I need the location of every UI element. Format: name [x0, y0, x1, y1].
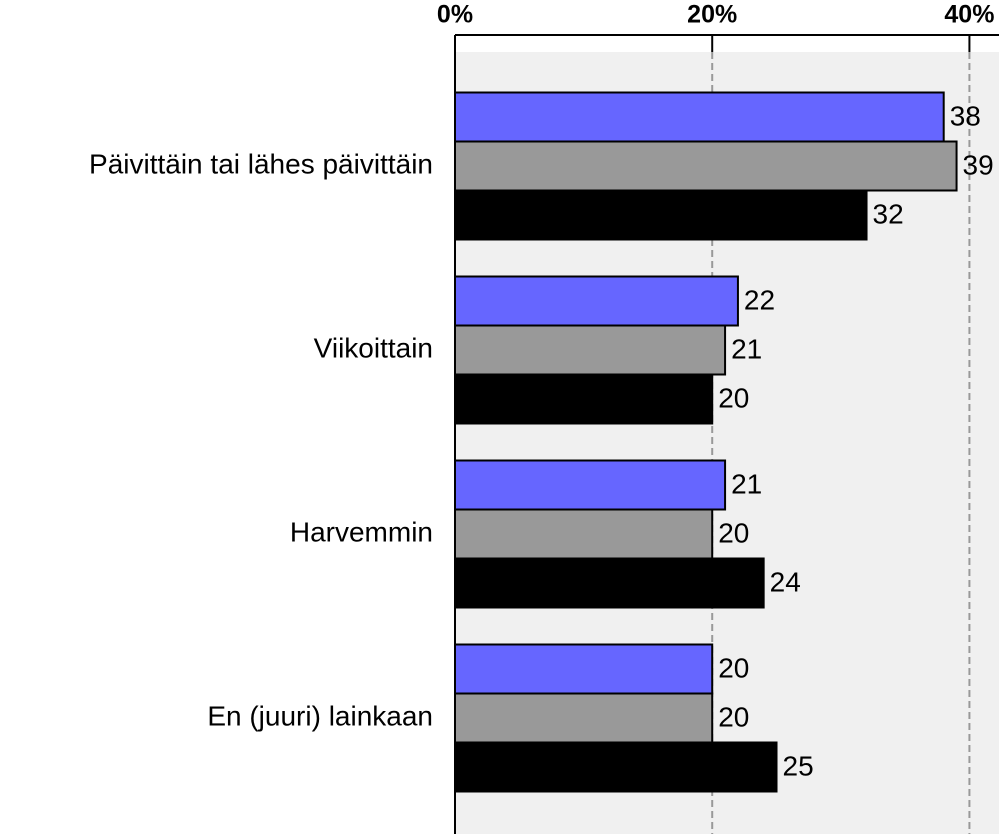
bar [454, 91, 945, 143]
value-label: 32 [873, 198, 904, 229]
bar [454, 275, 739, 327]
bar [454, 557, 765, 609]
value-label: 22 [744, 284, 775, 315]
value-label: 24 [770, 566, 801, 597]
category-label: Viikoittain [314, 332, 433, 363]
value-label: 20 [718, 652, 749, 683]
value-label: 21 [731, 468, 762, 499]
category-label: Päivittäin tai lähes päivittäin [89, 148, 433, 179]
value-label: 38 [950, 100, 981, 131]
value-label: 20 [718, 701, 749, 732]
bar [454, 189, 868, 241]
bar [454, 140, 958, 192]
x-tick-label: 20% [687, 1, 737, 29]
x-tick-label: 0% [437, 1, 473, 29]
bar [454, 324, 727, 376]
value-label: 39 [963, 149, 994, 180]
category-label: En (juuri) lainkaan [207, 700, 433, 731]
bar [454, 643, 714, 695]
value-label: 21 [731, 333, 762, 364]
value-label: 20 [718, 382, 749, 413]
category-label: Harvemmin [290, 516, 433, 547]
value-label: 20 [718, 517, 749, 548]
value-label: 25 [783, 750, 814, 781]
x-tick-label: 40% [944, 1, 994, 29]
bar [454, 692, 714, 744]
bar [454, 459, 727, 511]
bar [454, 741, 778, 793]
bar [454, 373, 714, 425]
bar [454, 508, 714, 560]
